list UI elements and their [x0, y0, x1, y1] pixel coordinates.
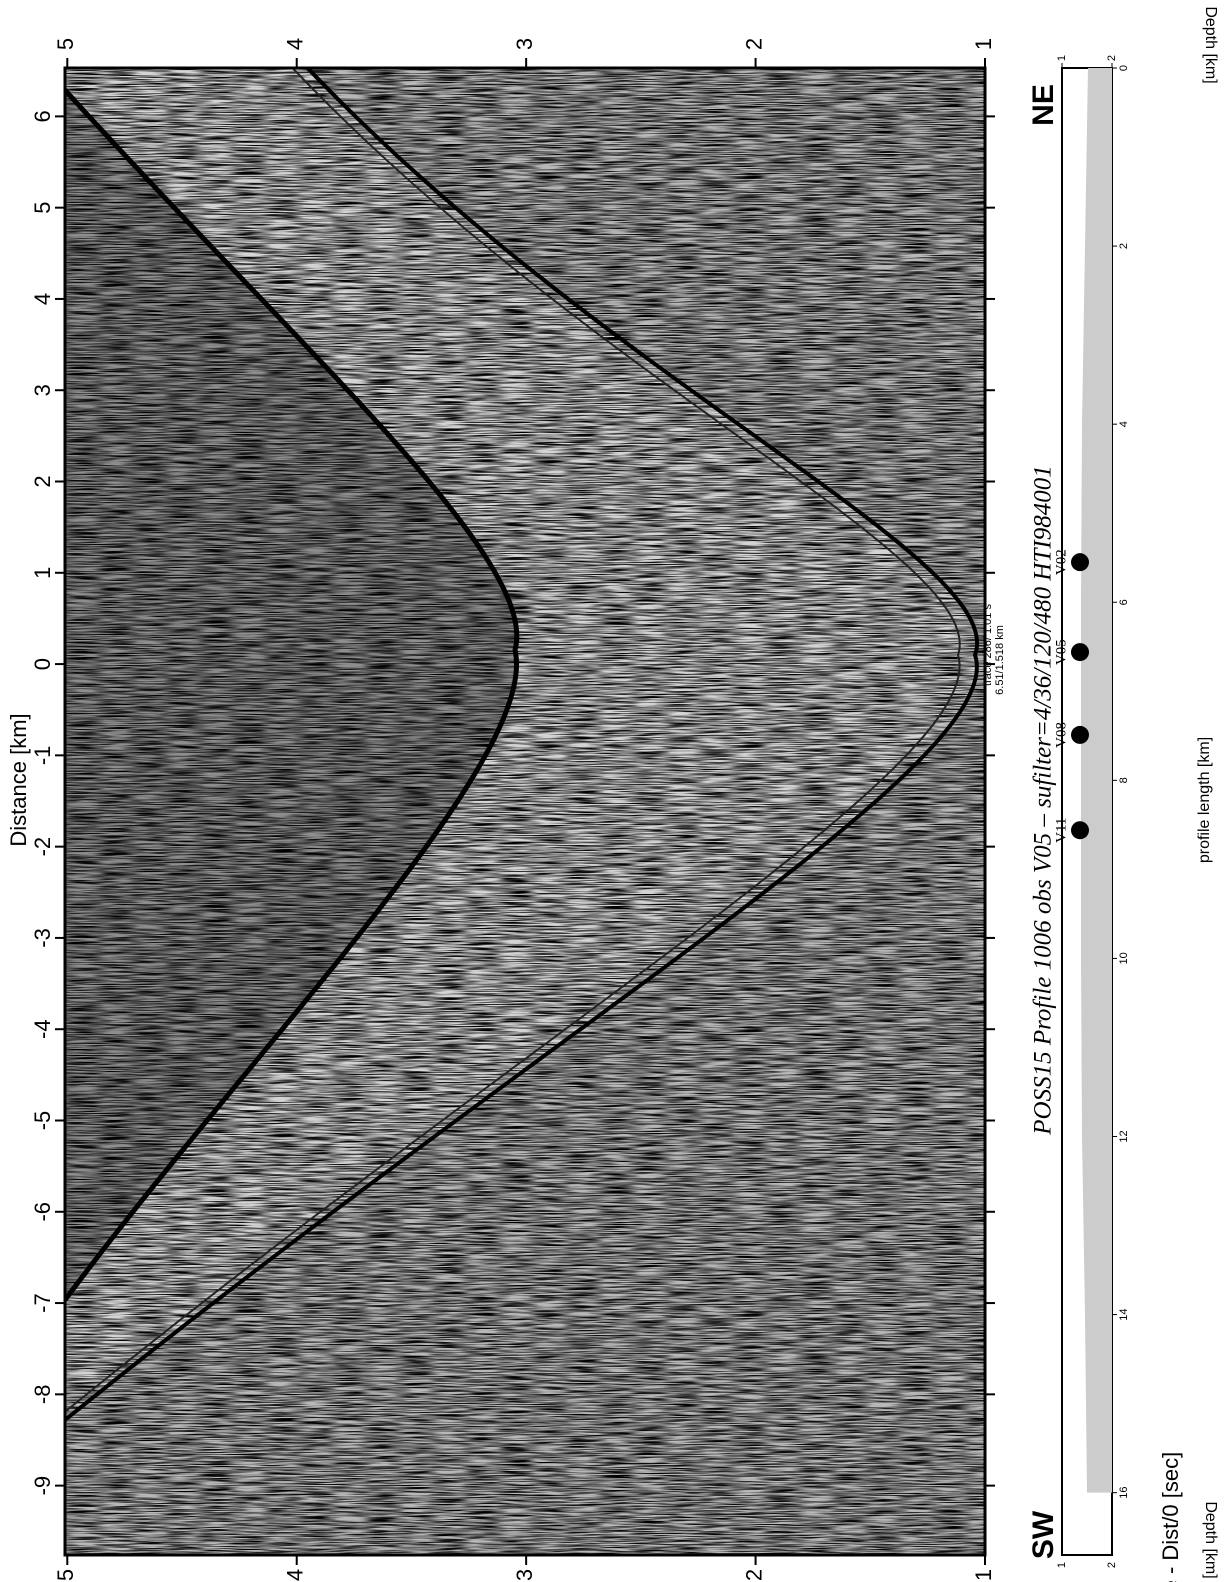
profile-tick-label: 16	[1118, 1487, 1130, 1499]
profile-tick-label: 12	[1118, 1130, 1130, 1142]
seafloor	[1081, 68, 1112, 1493]
direction-label: NE	[1027, 84, 1060, 126]
depth-label: Depth [km]	[1202, 1501, 1219, 1578]
direction-label: SW	[1027, 1510, 1060, 1559]
x-tick-label: 2	[30, 475, 55, 487]
station-label: V05	[1053, 639, 1069, 665]
y-tick-label: 1	[971, 1569, 996, 1581]
depth-tick-label: 2	[1106, 55, 1118, 61]
y-tick-label: 5	[53, 38, 78, 50]
x-tick-label: 4	[30, 293, 55, 305]
depth-tick-label: 1	[1056, 1562, 1068, 1568]
x-tick-label: -2	[30, 837, 55, 857]
x-tick-label: 6	[30, 110, 55, 122]
x-axis-label: Distance [km]	[6, 713, 31, 846]
trace-annotation: trace 286/ 1.01 s	[982, 604, 994, 686]
station	[1071, 725, 1089, 744]
x-tick-label: -1	[30, 746, 55, 766]
station	[1071, 643, 1089, 662]
y-tick-label: 4	[283, 1569, 308, 1581]
direct-arrival-coda	[65, 68, 961, 1414]
x-tick-label: -5	[30, 1111, 55, 1131]
profile-tick-label: 2	[1118, 243, 1130, 249]
y-tick-label: 5	[53, 1569, 78, 1581]
station	[1071, 821, 1089, 840]
depth-tick-label: 1	[1056, 55, 1068, 61]
y-tick-label: 1	[971, 38, 996, 50]
x-tick-label: -4	[30, 1019, 55, 1039]
profile-tick-label: 4	[1118, 421, 1130, 427]
x-tick-label: 1	[30, 567, 55, 579]
x-tick-label: -9	[30, 1476, 55, 1496]
chart-title: POSS15 Profile 1006 obs V05 – sufilter=4…	[1030, 465, 1057, 1135]
profile-tick-label: 14	[1118, 1308, 1130, 1320]
x-tick-label: 3	[30, 384, 55, 396]
depth-label: Depth [km]	[1202, 6, 1219, 83]
multiple-arrival	[65, 88, 520, 1302]
x-tick-label: -7	[30, 1293, 55, 1313]
station-label: V02	[1053, 549, 1069, 575]
x-tick-label: 0	[30, 658, 55, 670]
x-tick-label: -3	[30, 928, 55, 948]
plot-frame	[63, 66, 987, 1557]
profile-tick-label: 10	[1118, 952, 1130, 964]
y-tick-label: 2	[741, 38, 766, 50]
trace-texture	[65, 68, 985, 1555]
profile-tick-label: 8	[1118, 777, 1130, 783]
direct-arrival	[65, 68, 979, 1422]
station-label: V08	[1053, 722, 1069, 748]
x-tick-label: 5	[30, 202, 55, 214]
station-label: V11	[1053, 818, 1069, 843]
profile-axis-label: profile length [km]	[1196, 737, 1213, 863]
y-tick-label: 3	[512, 1569, 537, 1581]
x-tick-label: -6	[30, 1202, 55, 1222]
y-axis-label: Time - Dist/0 [sec]	[1158, 1452, 1183, 1582]
y-tick-label: 3	[512, 38, 537, 50]
depth-tick-label: 2	[1106, 1562, 1118, 1568]
x-tick-label: -8	[30, 1385, 55, 1405]
seismic-panel	[65, 68, 985, 1555]
y-tick-label: 2	[741, 1569, 766, 1581]
station	[1071, 553, 1089, 572]
y-tick-label: 4	[283, 38, 308, 50]
profile-tick-label: 6	[1118, 599, 1130, 605]
pick-annotation: 6.51/1.518 km	[994, 625, 1006, 695]
profile-tick-label: 0	[1118, 65, 1130, 71]
